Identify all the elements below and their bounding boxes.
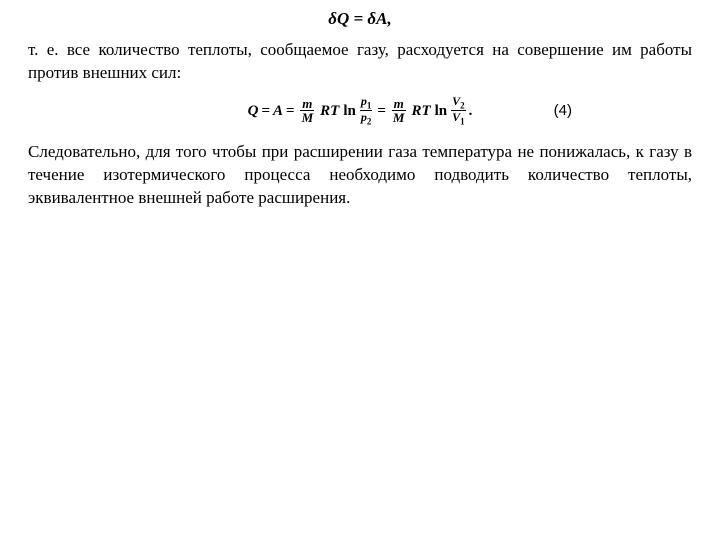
den-M2: M bbox=[391, 111, 407, 124]
eq2: = bbox=[286, 101, 295, 121]
rt2: RT bbox=[411, 101, 430, 121]
v2-sub: 2 bbox=[460, 100, 465, 110]
formula-qa: Q = A = m M RT ln p1 p2 = m M RT ln V2 V… bbox=[248, 95, 473, 127]
eq1: = bbox=[261, 101, 270, 121]
v1-sub: 1 bbox=[460, 117, 465, 127]
equation-text: δQ = δA, bbox=[328, 9, 391, 28]
v2-base: V bbox=[452, 94, 460, 108]
v1-base: V bbox=[452, 110, 460, 124]
den-v1: V1 bbox=[451, 111, 466, 126]
num-m2: m bbox=[392, 97, 406, 111]
p2-sub: 2 bbox=[367, 117, 372, 127]
num-v2: V2 bbox=[451, 95, 466, 111]
paragraph-2: Следовательно, для того чтобы при расшир… bbox=[28, 141, 692, 210]
equation-number: (4) bbox=[554, 101, 572, 121]
num-m1: m bbox=[300, 97, 314, 111]
ln1: ln bbox=[343, 101, 356, 121]
paragraph-1: т. е. все количество теплоты, сообщаемое… bbox=[28, 39, 692, 85]
paragraph-2-text: Следовательно, для того чтобы при расшир… bbox=[28, 142, 692, 207]
rt1: RT bbox=[320, 101, 339, 121]
eq3: = bbox=[377, 101, 386, 121]
num-p1: p1 bbox=[360, 95, 373, 111]
ln2: ln bbox=[435, 101, 448, 121]
var-q: Q bbox=[248, 101, 259, 121]
p1-sub: 1 bbox=[367, 100, 372, 110]
frac-mM-2: m M bbox=[391, 97, 407, 124]
frac-mM-1: m M bbox=[300, 97, 316, 124]
equation-delta-q: δQ = δA, bbox=[28, 8, 692, 31]
den-p2: p2 bbox=[360, 111, 373, 126]
den-M1: M bbox=[300, 111, 316, 124]
formula-row: Q = A = m M RT ln p1 p2 = m M RT ln V2 V… bbox=[28, 91, 692, 131]
dot: . bbox=[469, 101, 473, 121]
frac-p1p2: p1 p2 bbox=[360, 95, 373, 127]
var-a: A bbox=[273, 101, 283, 121]
paragraph-1-text: т. е. все количество теплоты, сообщаемое… bbox=[28, 40, 692, 82]
frac-v2v1: V2 V1 bbox=[451, 95, 466, 127]
